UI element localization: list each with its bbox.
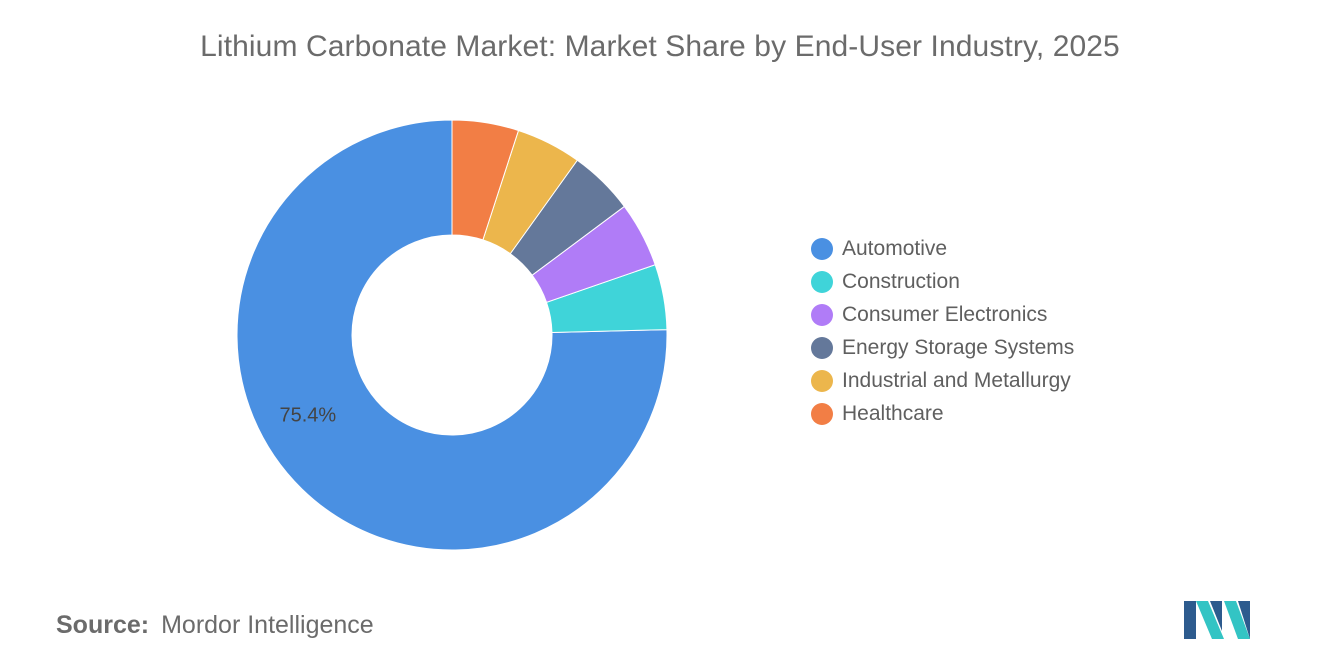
legend-dot	[811, 237, 833, 260]
logo-shape-right	[1238, 601, 1250, 639]
slice-automotive[interactable]	[236, 119, 668, 551]
legend-item-automotive[interactable]: Automotive	[811, 232, 1074, 265]
chart-title: Lithium Carbonate Market: Market Share b…	[200, 30, 1120, 63]
legend-dot	[811, 336, 833, 359]
source-text: Mordor Intelligence	[161, 611, 374, 639]
legend-label: Construction	[842, 269, 960, 293]
slice-healthcare[interactable]	[451, 119, 520, 241]
legend-item-consumer-electronics[interactable]: Consumer Electronics	[811, 298, 1074, 331]
legend-label: Automotive	[842, 236, 948, 260]
legend-item-healthcare[interactable]: Healthcare	[811, 397, 1074, 430]
legend-dot	[811, 303, 833, 326]
legend-dot	[811, 270, 833, 293]
legend-dot	[811, 402, 833, 425]
legend-label: Consumer Electronics	[842, 302, 1048, 326]
legend-item-energy-storage-systems[interactable]: Energy Storage Systems	[811, 331, 1074, 364]
legend-item-construction[interactable]: Construction	[811, 265, 1074, 298]
mordor-intelligence-logo-icon	[1184, 601, 1250, 639]
data-label-automotive: 75.4%	[280, 405, 337, 427]
logo-shape-diagonal-2	[1224, 601, 1250, 639]
legend-label: Energy Storage Systems	[842, 335, 1075, 359]
source-note: Source: Mordor Intelligence	[56, 611, 374, 640]
legend-dot	[811, 369, 833, 392]
logo-shape-left	[1184, 601, 1196, 639]
legend-item-industrial-and-metallurgy[interactable]: Industrial and Metallurgy	[811, 364, 1074, 397]
logo-shape-middle	[1210, 601, 1222, 631]
legend-label: Healthcare	[842, 401, 944, 425]
legend: Automotive Construction Consumer Electro…	[811, 232, 1074, 430]
legend-label: Industrial and Metallurgy	[842, 368, 1071, 392]
logo-shape-diagonal-1	[1196, 601, 1224, 639]
source-label: Source:	[56, 611, 150, 639]
